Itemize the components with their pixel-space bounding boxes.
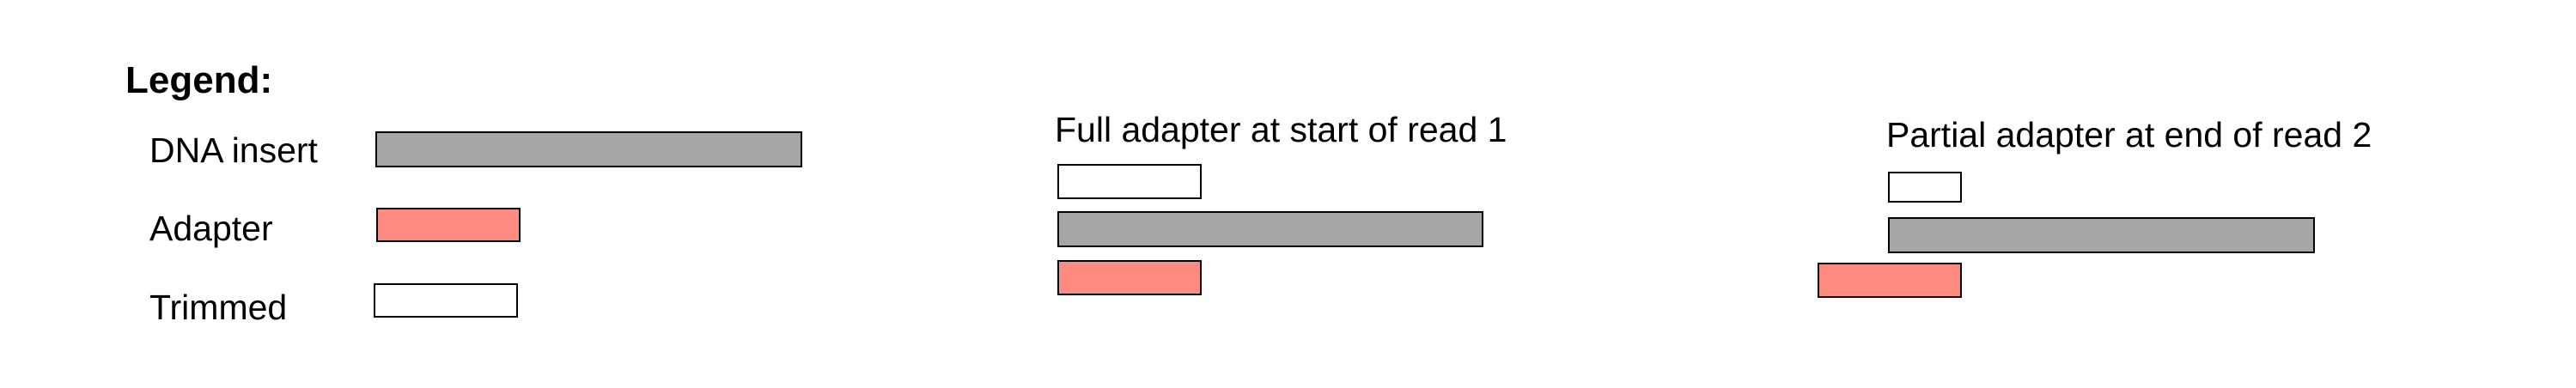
read2-trimmed-segment <box>1888 172 1962 203</box>
legend-title: Legend: <box>125 59 273 101</box>
panel-caption-read2: Partial adapter at end of read 2 <box>1886 115 2372 155</box>
read1-adapter <box>1057 260 1202 295</box>
legend-swatch-trimmed <box>374 283 518 318</box>
legend-swatch-dna-insert <box>375 131 802 167</box>
read1-trimmed-segment <box>1057 164 1202 199</box>
legend-label-dna-insert: DNA insert <box>149 130 318 170</box>
read2-adapter <box>1818 263 1962 298</box>
read1-dna-insert <box>1057 211 1483 247</box>
legend-label-adapter: Adapter <box>149 209 273 248</box>
read2-dna-insert <box>1888 217 2315 253</box>
legend-label-trimmed: Trimmed <box>149 288 288 327</box>
panel-caption-read1: Full adapter at start of read 1 <box>1055 110 1507 149</box>
legend-swatch-adapter <box>376 208 521 242</box>
